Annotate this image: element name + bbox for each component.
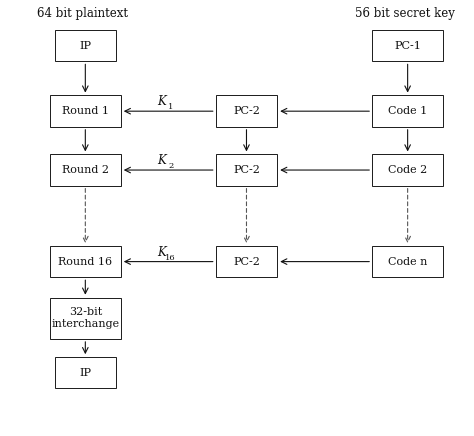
- FancyBboxPatch shape: [372, 154, 443, 186]
- Text: 2: 2: [168, 162, 173, 170]
- Text: PC-2: PC-2: [233, 257, 260, 266]
- FancyBboxPatch shape: [372, 95, 443, 127]
- Text: PC-1: PC-1: [394, 41, 421, 51]
- FancyBboxPatch shape: [216, 246, 277, 277]
- Text: K: K: [157, 95, 165, 108]
- FancyBboxPatch shape: [372, 246, 443, 277]
- FancyBboxPatch shape: [50, 154, 121, 186]
- Text: K: K: [157, 245, 165, 259]
- Text: 1: 1: [168, 103, 173, 111]
- FancyBboxPatch shape: [216, 154, 277, 186]
- Text: 32-bit
interchange: 32-bit interchange: [51, 307, 119, 329]
- FancyBboxPatch shape: [216, 95, 277, 127]
- FancyBboxPatch shape: [50, 246, 121, 277]
- Text: Code 1: Code 1: [388, 106, 427, 116]
- Text: 16: 16: [165, 254, 176, 262]
- Text: PC-2: PC-2: [233, 106, 260, 116]
- Text: 64 bit plaintext: 64 bit plaintext: [37, 7, 128, 20]
- Text: IP: IP: [79, 41, 91, 51]
- FancyBboxPatch shape: [55, 30, 116, 61]
- Text: 56 bit secret key: 56 bit secret key: [356, 7, 455, 20]
- Text: PC-2: PC-2: [233, 165, 260, 175]
- Text: K: K: [157, 154, 165, 167]
- FancyBboxPatch shape: [55, 357, 116, 388]
- Text: Code n: Code n: [388, 257, 428, 266]
- Text: Round 1: Round 1: [62, 106, 109, 116]
- Text: IP: IP: [79, 368, 91, 378]
- Text: Round 16: Round 16: [58, 257, 112, 266]
- FancyBboxPatch shape: [372, 30, 443, 61]
- FancyBboxPatch shape: [50, 95, 121, 127]
- Text: Code 2: Code 2: [388, 165, 427, 175]
- Text: Round 2: Round 2: [62, 165, 109, 175]
- FancyBboxPatch shape: [50, 298, 121, 339]
